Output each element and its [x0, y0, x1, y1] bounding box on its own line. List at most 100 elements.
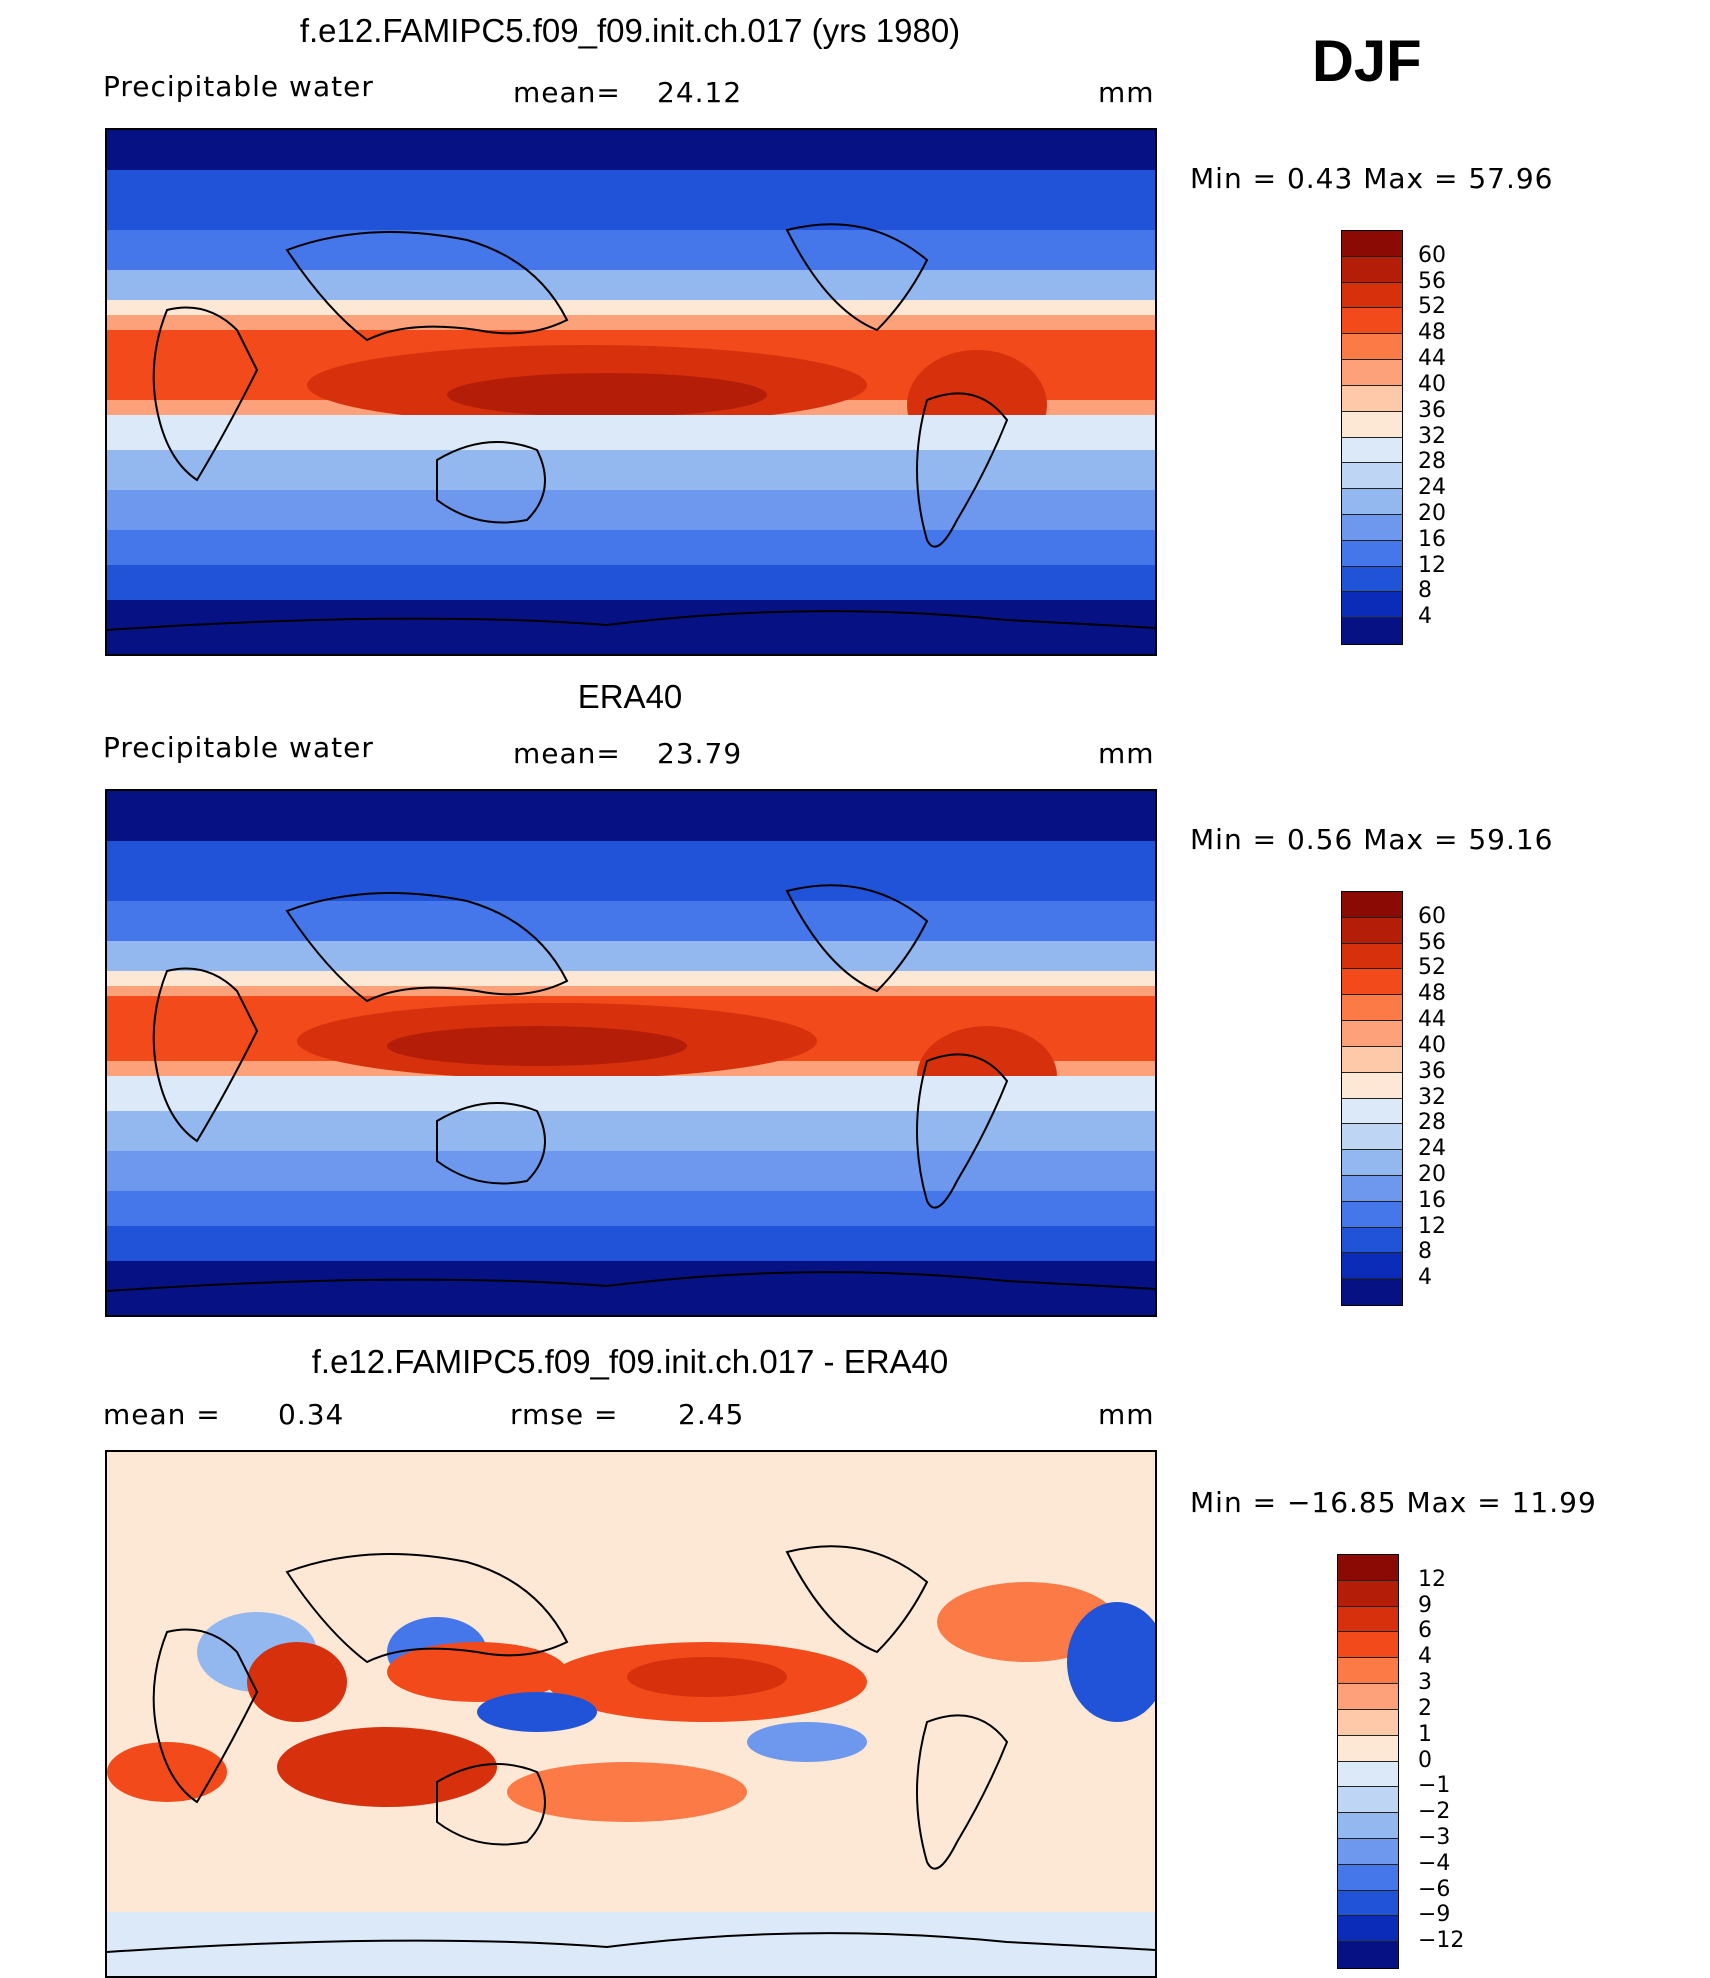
colorbar-swatch [1342, 489, 1402, 515]
colorbar-swatch [1342, 969, 1402, 996]
colorbar-swatch [1338, 1658, 1398, 1685]
colorbar-swatch [1342, 995, 1402, 1022]
colorbar-tick-label: 44 [1418, 346, 1446, 372]
panel-3-colorbar-labels: 12 9 6 4 3 2 1 0 −1 −2 −3 −4 −6 −9 −12 [1418, 1554, 1478, 1967]
colorbar-tick-label: 16 [1418, 526, 1446, 552]
panel-3-mean-label: mean = [103, 1398, 221, 1431]
panel-1-map [105, 128, 1157, 656]
colorbar-swatch [1342, 592, 1402, 619]
colorbar-tick-label: 4 [1418, 1265, 1432, 1291]
colorbar-swatch [1342, 1253, 1402, 1280]
colorbar-swatch [1342, 1046, 1402, 1073]
panel-2-units: mm [1098, 737, 1155, 770]
panel-2-title: ERA40 [577, 678, 683, 715]
colorbar-swatch [1342, 1072, 1402, 1099]
colorbar-swatch [1338, 1787, 1398, 1814]
colorbar-swatch [1342, 256, 1402, 283]
colorbar-swatch [1342, 514, 1402, 541]
colorbar-swatch [1342, 1279, 1402, 1305]
colorbar-swatch [1342, 360, 1402, 386]
colorbar-tick-label: 3 [1418, 1670, 1432, 1696]
colorbar-tick-label: 60 [1418, 903, 1446, 929]
colorbar-swatch [1338, 1916, 1398, 1943]
colorbar-tick-label: 20 [1418, 1161, 1446, 1187]
colorbar-swatch [1338, 1709, 1398, 1736]
colorbar-tick-label: 60 [1418, 242, 1446, 268]
colorbar-swatch [1342, 1021, 1402, 1047]
colorbar-tick-label: 20 [1418, 500, 1446, 526]
colorbar-tick-label: 36 [1418, 397, 1446, 423]
colorbar-tick-label: 36 [1418, 1058, 1446, 1084]
panel-1-map-field [107, 170, 1155, 654]
panel-1-mean-label: mean= [513, 76, 621, 109]
colorbar-swatch [1342, 540, 1402, 567]
panel-2-mean-label: mean= [513, 737, 621, 770]
colorbar-swatch [1342, 943, 1402, 970]
panel-1-mean-value: 24.12 [657, 76, 743, 109]
panel-2-colorbar [1341, 891, 1403, 1306]
colorbar-tick-label: 32 [1418, 423, 1446, 449]
colorbar-tick-label: −3 [1418, 1824, 1451, 1850]
colorbar-swatch [1342, 892, 1402, 918]
colorbar-tick-label: 12 [1418, 1566, 1446, 1592]
panel-1-title: f.e12.FAMIPC5.f09_f09.init.ch.017 (yrs 1… [299, 12, 961, 49]
panel-3-rmse-value: 2.45 [678, 1398, 745, 1431]
colorbar-tick-label: 56 [1418, 929, 1446, 955]
panel-3-title: f.e12.FAMIPC5.f09_f09.init.ch.017 - ERA4… [311, 1343, 949, 1380]
colorbar-swatch [1338, 1813, 1398, 1839]
panel-3-map-field [107, 1545, 1155, 1976]
colorbar-swatch [1338, 1632, 1398, 1659]
colorbar-tick-label: 12 [1418, 1213, 1446, 1239]
panel-3-rmse-label: rmse = [510, 1398, 619, 1431]
colorbar-tick-label: 52 [1418, 294, 1446, 320]
season-label: DJF [1312, 29, 1422, 94]
panel-1-colorbar-labels: 60 56 52 48 44 40 36 32 28 24 20 16 12 8 4 [1418, 230, 1478, 643]
colorbar-swatch [1342, 231, 1402, 257]
colorbar-tick-label: −4 [1418, 1850, 1451, 1876]
colorbar-swatch [1342, 463, 1402, 490]
colorbar-swatch [1342, 618, 1402, 644]
colorbar-swatch [1342, 1175, 1402, 1202]
colorbar-tick-label: 2 [1418, 1695, 1432, 1721]
panel-3-units: mm [1098, 1398, 1155, 1431]
colorbar-tick-label: 40 [1418, 371, 1446, 397]
colorbar-swatch [1342, 917, 1402, 944]
colorbar-tick-label: 40 [1418, 1032, 1446, 1058]
colorbar-tick-label: 9 [1418, 1592, 1432, 1618]
colorbar-tick-label: 48 [1418, 320, 1446, 346]
colorbar-swatch [1342, 308, 1402, 335]
colorbar-tick-label: −6 [1418, 1876, 1451, 1902]
colorbar-tick-label: 6 [1418, 1618, 1432, 1644]
colorbar-tick-label: 0 [1418, 1747, 1432, 1773]
colorbar-swatch [1338, 1684, 1398, 1710]
colorbar-tick-label: 24 [1418, 1136, 1446, 1162]
colorbar-swatch [1342, 437, 1402, 464]
colorbar-tick-label: −9 [1418, 1902, 1451, 1928]
colorbar-tick-label: 52 [1418, 955, 1446, 981]
panel-1-colorbar [1341, 230, 1403, 645]
colorbar-tick-label: 56 [1418, 268, 1446, 294]
panel-1-variable: Precipitable water [103, 70, 374, 103]
colorbar-swatch [1338, 1864, 1398, 1891]
colorbar-swatch [1338, 1606, 1398, 1633]
panel-2-minmax: Min = 0.56 Max = 59.16 [1190, 823, 1554, 856]
colorbar-tick-label: 32 [1418, 1084, 1446, 1110]
colorbar-tick-label: 4 [1418, 1644, 1432, 1670]
colorbar-swatch [1338, 1555, 1398, 1581]
colorbar-swatch [1342, 1201, 1402, 1228]
colorbar-swatch [1342, 334, 1402, 361]
colorbar-tick-label: −1 [1418, 1773, 1451, 1799]
colorbar-tick-label: 12 [1418, 552, 1446, 578]
panel-2-map [105, 789, 1157, 1317]
colorbar-swatch [1342, 1124, 1402, 1151]
colorbar-tick-label: 28 [1418, 1110, 1446, 1136]
panel-3-colorbar [1337, 1554, 1399, 1969]
colorbar-tick-label: 28 [1418, 449, 1446, 475]
colorbar-tick-label: 48 [1418, 981, 1446, 1007]
colorbar-tick-label: 1 [1418, 1721, 1432, 1747]
panel-2-variable: Precipitable water [103, 731, 374, 764]
colorbar-tick-label: 8 [1418, 578, 1432, 604]
panel-1-units: mm [1098, 76, 1155, 109]
colorbar-tick-label: 24 [1418, 475, 1446, 501]
panel-3-mean-value: 0.34 [278, 1398, 345, 1431]
